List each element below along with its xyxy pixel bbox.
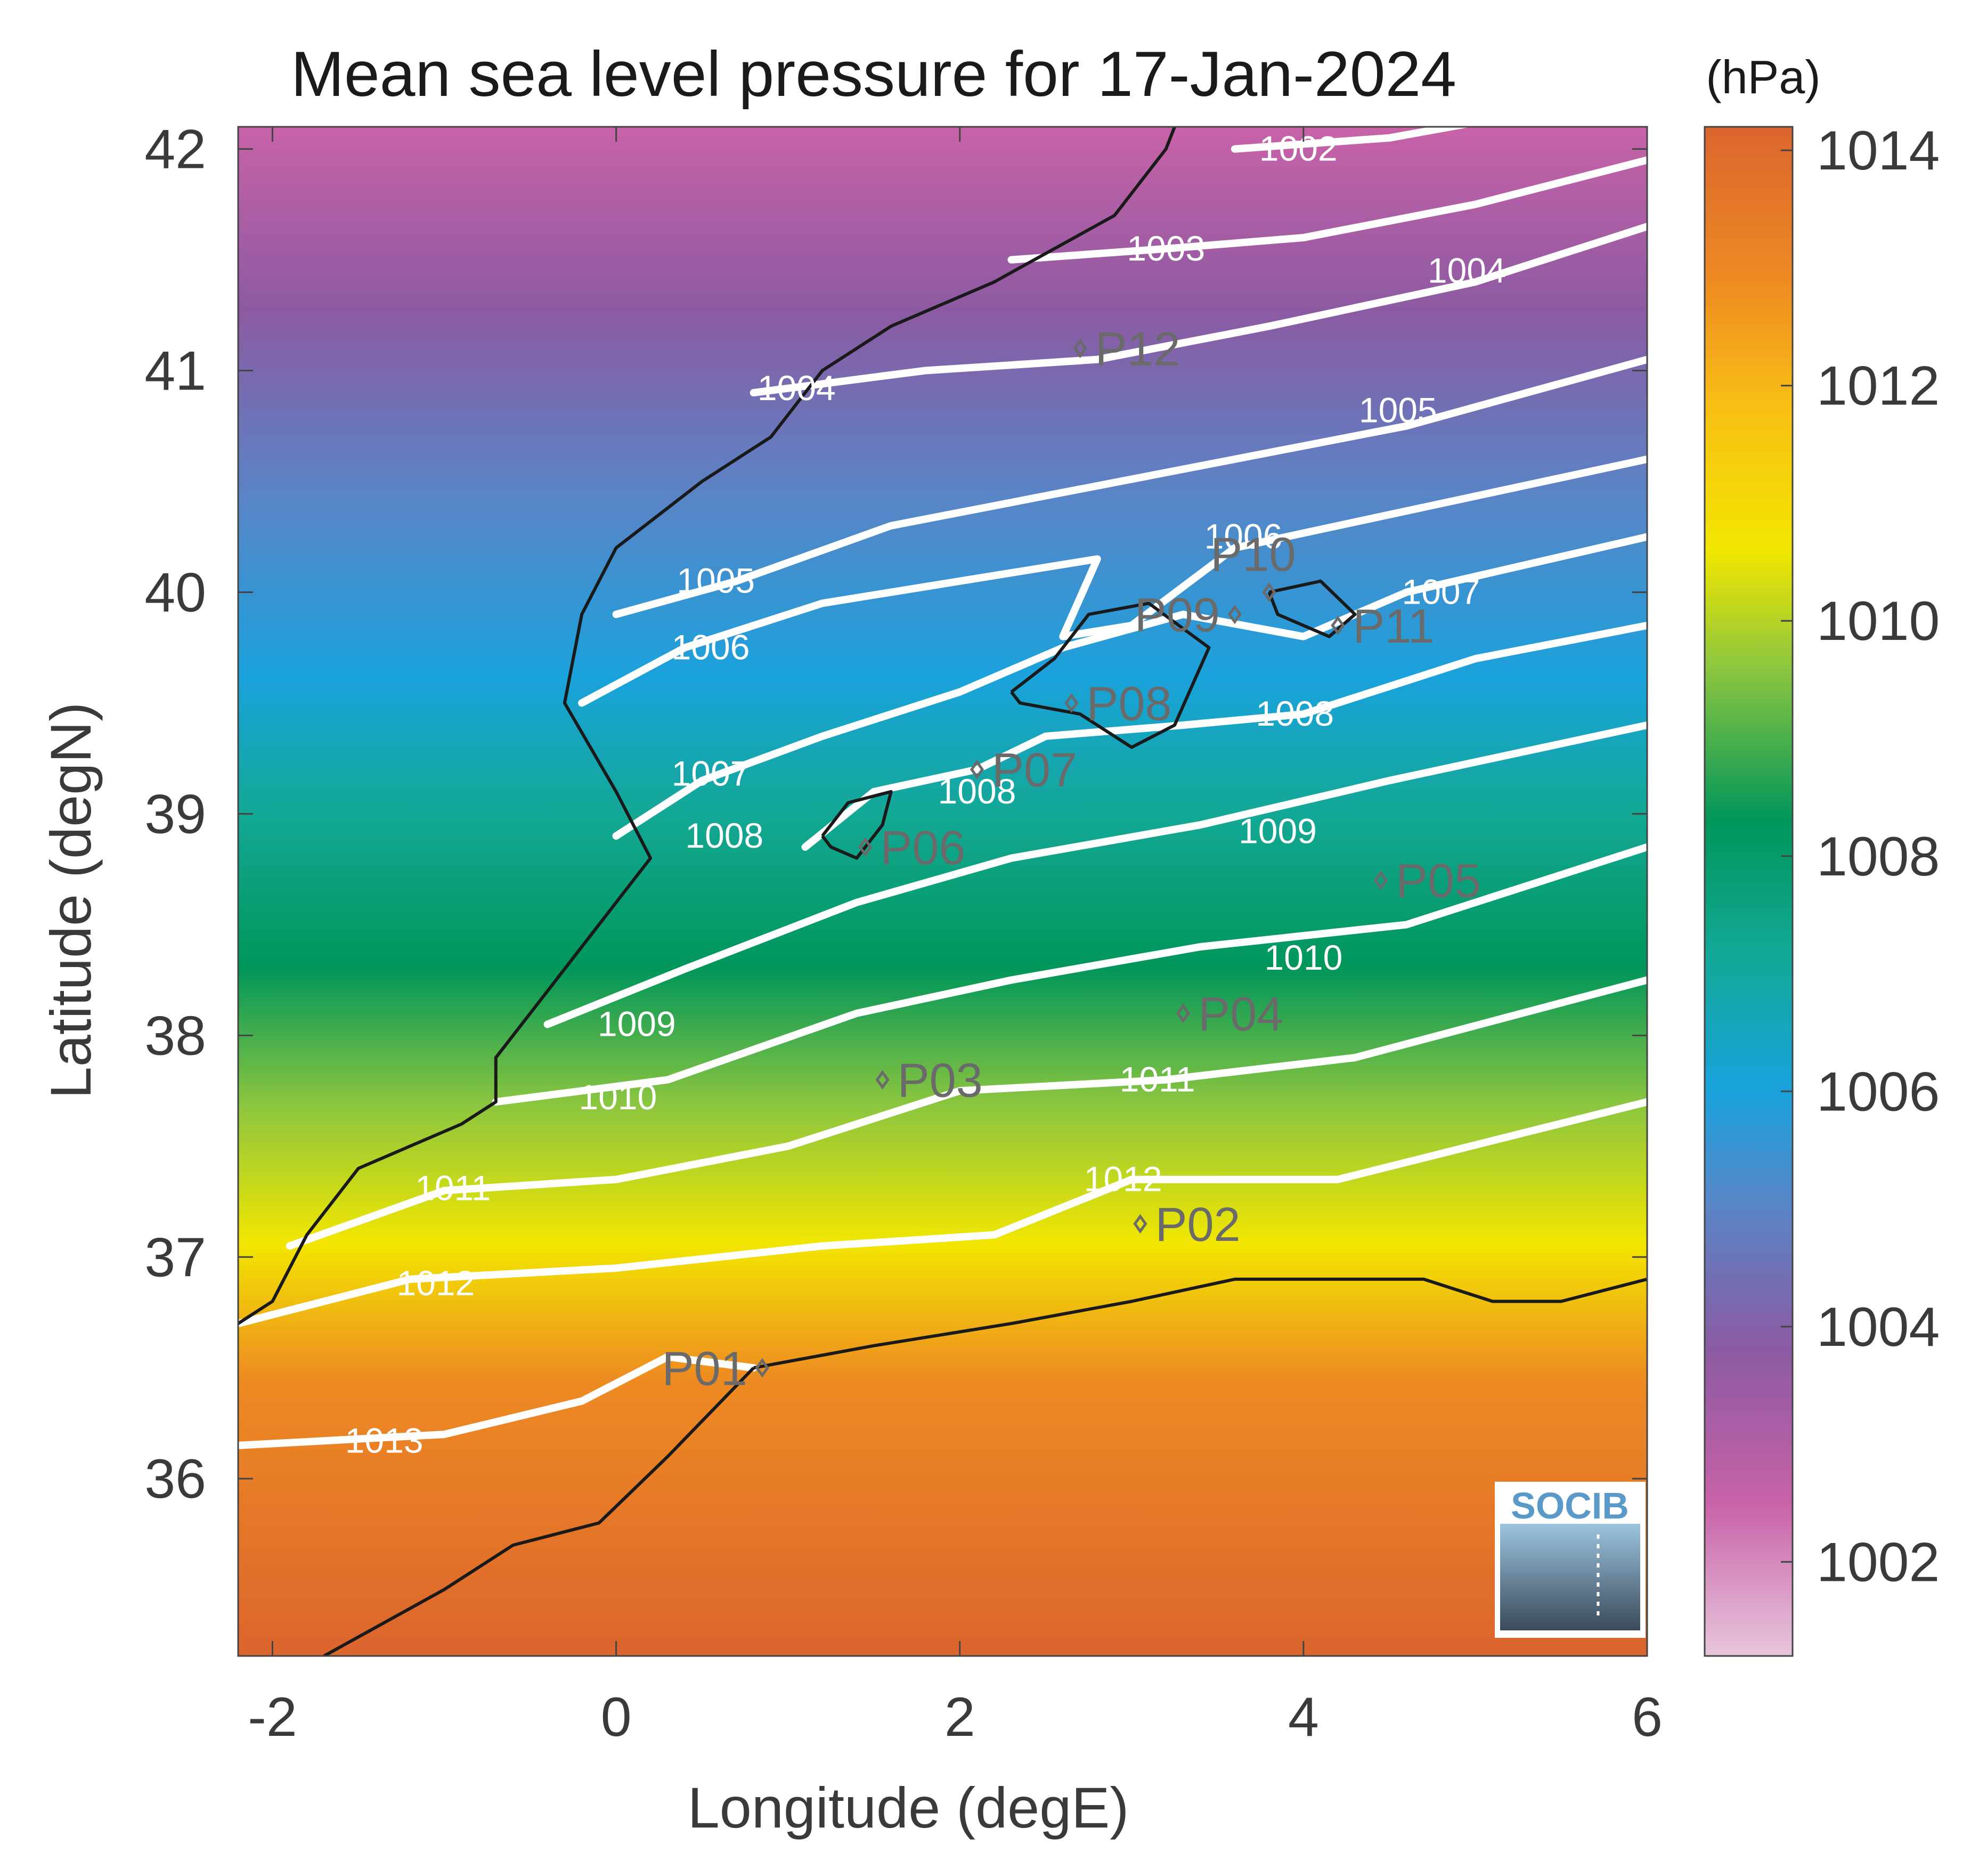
isobar-label: 1007	[1402, 572, 1480, 612]
isobar-1003	[1007, 156, 1647, 264]
station-marker-p05	[1373, 870, 1388, 890]
isobar-1005	[612, 355, 1647, 619]
isobar-label: 1011	[415, 1168, 491, 1207]
station-label-p07: P07	[992, 744, 1077, 797]
station-marker-p07	[970, 759, 984, 779]
colorbar-unit: (hPa)	[1706, 51, 1820, 103]
station-marker-p02	[1133, 1214, 1147, 1234]
isobar-label: 1010	[579, 1077, 657, 1117]
colorbar-tick-label: 1008	[1817, 826, 1940, 888]
isobar-1013	[238, 1353, 758, 1449]
station-marker-p09	[1227, 604, 1242, 624]
station-marker-p11	[1331, 615, 1345, 636]
station-label-p09: P09	[1135, 589, 1220, 642]
isobar-labels: 1002 1003 1004 1004 1005 1005 1006 1006 1007 1007…	[345, 129, 1506, 1460]
isobar-label: 1008	[1256, 694, 1334, 733]
isobar-label: 1005	[677, 561, 755, 600]
isobar-label: 1012	[1084, 1159, 1162, 1199]
x-tick-label: 4	[1288, 1686, 1319, 1748]
isobar-label: 1006	[1204, 517, 1283, 556]
x-axis-ticks: -2 0 2 4 6	[248, 127, 1663, 1748]
x-tick-label: 2	[944, 1686, 975, 1748]
colorbar: 1002 1004 1006 1008 1010 1012 1014 (hPa)	[1704, 51, 1940, 1657]
coastline-africa	[753, 1277, 1647, 1370]
isobar-label: 1009	[1239, 811, 1317, 851]
x-axis-label: Longitude (degE)	[688, 1775, 1129, 1840]
colorbar-tick-label: 1014	[1817, 120, 1940, 182]
colorbar-tick-label: 1002	[1817, 1531, 1940, 1593]
coastline-iberia	[238, 127, 1176, 1325]
station-label-p10: P10	[1210, 528, 1296, 581]
station-label-p06: P06	[880, 822, 965, 875]
station-marker-p12	[1073, 338, 1087, 359]
y-tick-label: 41	[144, 340, 206, 402]
y-tick-label: 42	[144, 119, 206, 181]
y-tick-label: 36	[144, 1448, 206, 1510]
isobar-label: 1007	[672, 754, 750, 793]
colorbar-gradient	[1704, 126, 1794, 1657]
isobar-1010	[492, 843, 1647, 1106]
x-tick-label: -2	[248, 1686, 297, 1748]
isobar-label: 1004	[1428, 250, 1506, 290]
station-label-p12: P12	[1095, 323, 1180, 376]
isobar-1012	[238, 1098, 1647, 1328]
station-marker-p06	[858, 837, 873, 857]
isobar-contours	[238, 127, 1647, 1449]
isobar-1004	[750, 223, 1647, 397]
station-label-p02: P02	[1155, 1198, 1240, 1252]
socib-logo: SOCIB	[1495, 1482, 1646, 1638]
coastline-mallorca	[1010, 602, 1211, 749]
colorbar-ticks: 1002 1004 1006 1008 1010 1012 1014	[1781, 120, 1940, 1593]
colorbar-tick-label: 1004	[1817, 1296, 1940, 1358]
station-label-p05: P05	[1396, 855, 1481, 908]
isobar-label: 1003	[1127, 229, 1205, 268]
station-marker-p04	[1176, 1003, 1191, 1024]
colorbar-tick-label: 1012	[1817, 355, 1940, 417]
isobar-label: 1011	[1120, 1060, 1195, 1099]
isobar-label: 1008	[685, 816, 763, 855]
coastlines	[238, 127, 1647, 1656]
pressure-field	[238, 127, 1647, 1656]
station-marker-p03	[875, 1070, 890, 1090]
x-tick-label: 0	[601, 1686, 632, 1748]
socib-logo-text: SOCIB	[1511, 1485, 1629, 1526]
isobar-1009	[543, 721, 1647, 1028]
isobar-label: 1010	[1264, 938, 1342, 977]
map-frame	[237, 126, 1648, 1657]
station-marker-p10	[1262, 582, 1276, 602]
coastline-africa-west	[323, 1367, 755, 1656]
station-marker-p08	[1064, 693, 1079, 713]
colorbar-tick-label: 1010	[1817, 590, 1940, 652]
y-tick-label: 39	[144, 783, 206, 845]
station-label-p03: P03	[898, 1054, 983, 1108]
isobar-label: 1005	[1359, 390, 1437, 429]
station-marker-p01	[755, 1358, 769, 1378]
station-label-p08: P08	[1086, 677, 1171, 730]
isobar-1008	[801, 621, 1647, 851]
isobar-label: 1002	[1259, 129, 1338, 168]
y-tick-label: 38	[144, 1005, 206, 1067]
isobar-label: 1009	[598, 1004, 676, 1044]
isobar-label: 1004	[758, 368, 836, 408]
station-label-p04: P04	[1198, 988, 1283, 1041]
isobar-1011	[286, 976, 1647, 1250]
station-label-p01: P01	[662, 1342, 747, 1395]
isobar-label: 1012	[396, 1263, 475, 1303]
y-axis-ticks: 36 37 38 39 40 41 42	[144, 119, 1647, 1510]
x-tick-label: 6	[1632, 1686, 1663, 1748]
coastline-ibiza	[821, 790, 893, 860]
y-tick-label: 37	[144, 1227, 206, 1288]
map-plot-area: 1002 1003 1004 1004 1005 1005 1006 1006 1007 1007…	[238, 127, 1647, 1656]
isobar-label: 1013	[345, 1421, 424, 1460]
colorbar-tick-label: 1006	[1817, 1061, 1940, 1123]
y-axis-label: Latitude (degN)	[38, 702, 103, 1099]
y-tick-label: 40	[144, 562, 206, 623]
station-label-p11: P11	[1353, 600, 1434, 653]
chart-title: Mean sea level pressure for 17-Jan-2024	[291, 38, 1456, 110]
isobar-label: 1006	[672, 628, 750, 667]
isobar-1006	[578, 455, 1647, 707]
